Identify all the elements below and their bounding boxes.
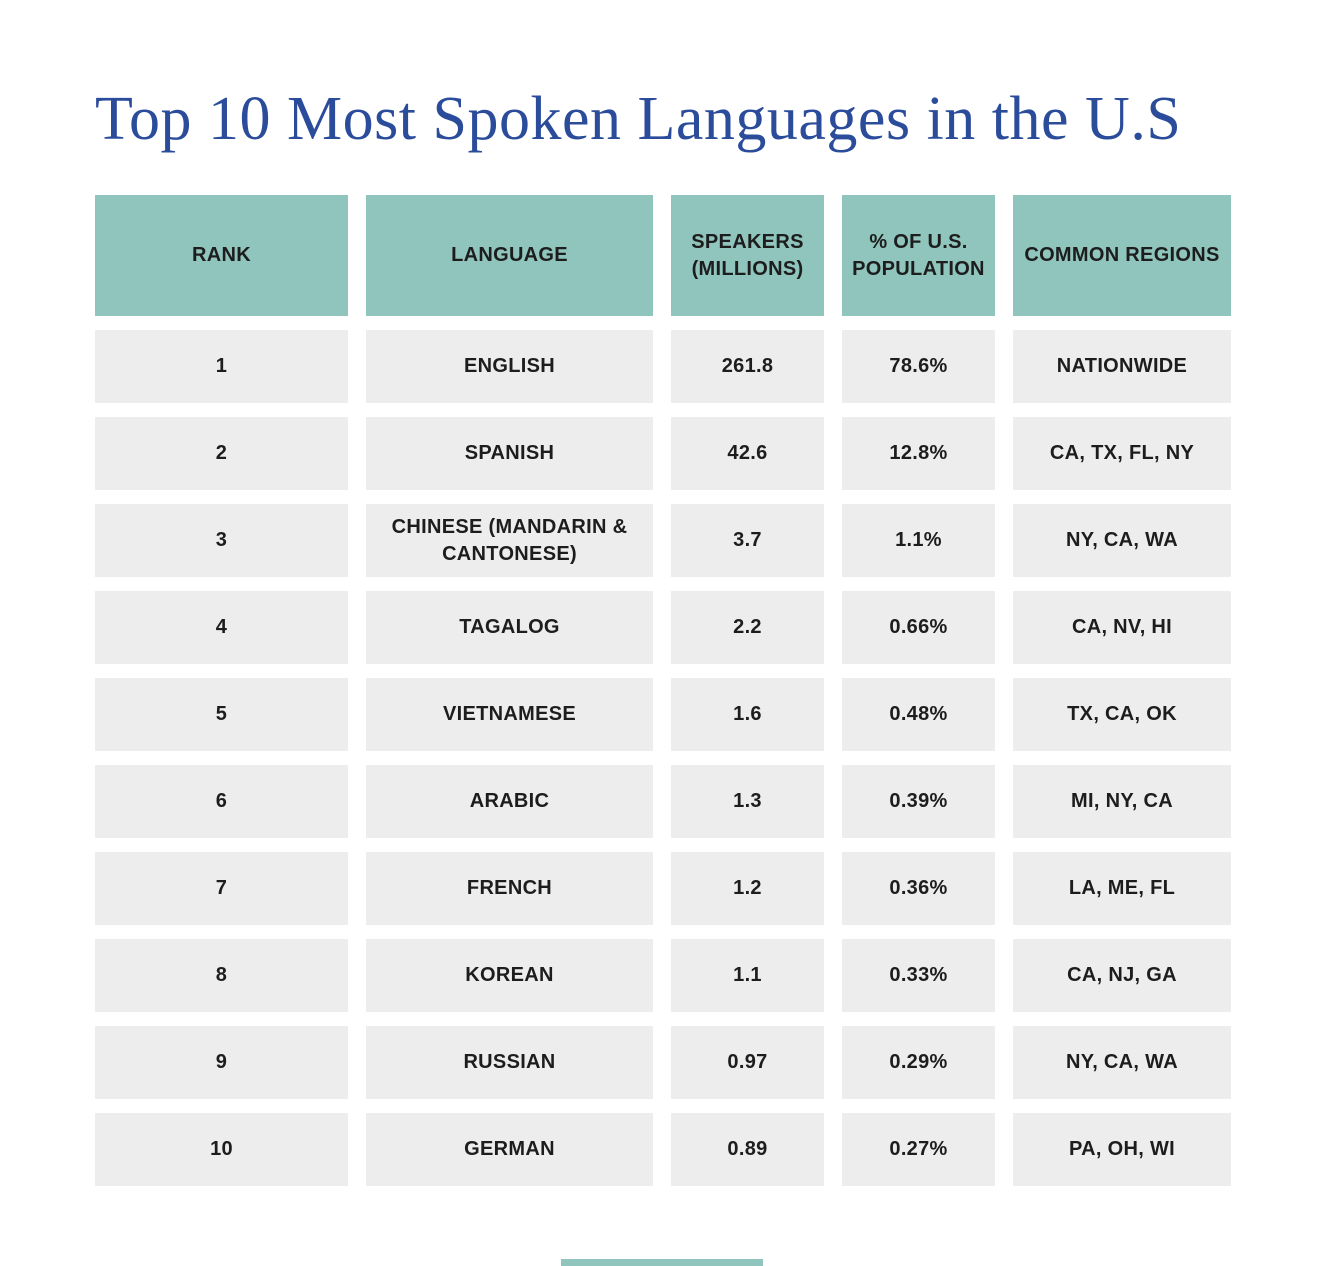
cell-population: 0.33% <box>842 939 995 1012</box>
cell-rank: 9 <box>95 1026 348 1099</box>
cell-rank: 7 <box>95 852 348 925</box>
cell-regions: TX, CA, OK <box>1013 678 1231 751</box>
cell-regions: CA, NV, HI <box>1013 591 1231 664</box>
languages-table: RANK LANGUAGE SPEAKERS (MILLIONS) % OF U… <box>95 195 1231 1186</box>
cell-regions: PA, OH, WI <box>1013 1113 1231 1186</box>
column-header-language: LANGUAGE <box>366 195 653 316</box>
cell-regions: NY, CA, WA <box>1013 1026 1231 1099</box>
cell-speakers: 2.2 <box>671 591 824 664</box>
cell-rank: 4 <box>95 591 348 664</box>
column-header-speakers: SPEAKERS (MILLIONS) <box>671 195 824 316</box>
cell-speakers: 0.89 <box>671 1113 824 1186</box>
cell-language: ENGLISH <box>366 330 653 403</box>
cell-population: 0.27% <box>842 1113 995 1186</box>
cell-language: GERMAN <box>366 1113 653 1186</box>
cell-rank: 6 <box>95 765 348 838</box>
column-header-rank: RANK <box>95 195 348 316</box>
cell-rank: 5 <box>95 678 348 751</box>
cell-speakers: 1.3 <box>671 765 824 838</box>
cell-speakers: 0.97 <box>671 1026 824 1099</box>
cell-population: 78.6% <box>842 330 995 403</box>
cell-speakers: 1.1 <box>671 939 824 1012</box>
cell-regions: NY, CA, WA <box>1013 504 1231 577</box>
cell-population: 1.1% <box>842 504 995 577</box>
column-header-regions: COMMON REGIONS <box>1013 195 1231 316</box>
cell-regions: LA, ME, FL <box>1013 852 1231 925</box>
cell-population: 12.8% <box>842 417 995 490</box>
cell-rank: 10 <box>95 1113 348 1186</box>
cell-regions: NATIONWIDE <box>1013 330 1231 403</box>
cell-rank: 2 <box>95 417 348 490</box>
cell-regions: CA, NJ, GA <box>1013 939 1231 1012</box>
cell-population: 0.48% <box>842 678 995 751</box>
page-title: Top 10 Most Spoken Languages in the U.S <box>95 85 1182 153</box>
cell-speakers: 1.2 <box>671 852 824 925</box>
cell-language: CHINESE (MANDARIN & CANTONESE) <box>366 504 653 577</box>
cell-regions: MI, NY, CA <box>1013 765 1231 838</box>
cell-population: 0.29% <box>842 1026 995 1099</box>
bottom-accent-bar <box>561 1259 763 1266</box>
cell-speakers: 42.6 <box>671 417 824 490</box>
cell-language: ARABIC <box>366 765 653 838</box>
cell-speakers: 3.7 <box>671 504 824 577</box>
cell-population: 0.36% <box>842 852 995 925</box>
cell-language: FRENCH <box>366 852 653 925</box>
cell-rank: 3 <box>95 504 348 577</box>
cell-rank: 8 <box>95 939 348 1012</box>
cell-speakers: 1.6 <box>671 678 824 751</box>
cell-language: KOREAN <box>366 939 653 1012</box>
cell-language: VIETNAMESE <box>366 678 653 751</box>
cell-language: RUSSIAN <box>366 1026 653 1099</box>
cell-language: TAGALOG <box>366 591 653 664</box>
cell-rank: 1 <box>95 330 348 403</box>
cell-population: 0.39% <box>842 765 995 838</box>
cell-regions: CA, TX, FL, NY <box>1013 417 1231 490</box>
cell-language: SPANISH <box>366 417 653 490</box>
cell-speakers: 261.8 <box>671 330 824 403</box>
cell-population: 0.66% <box>842 591 995 664</box>
column-header-population: % OF U.S. POPULATION <box>842 195 995 316</box>
